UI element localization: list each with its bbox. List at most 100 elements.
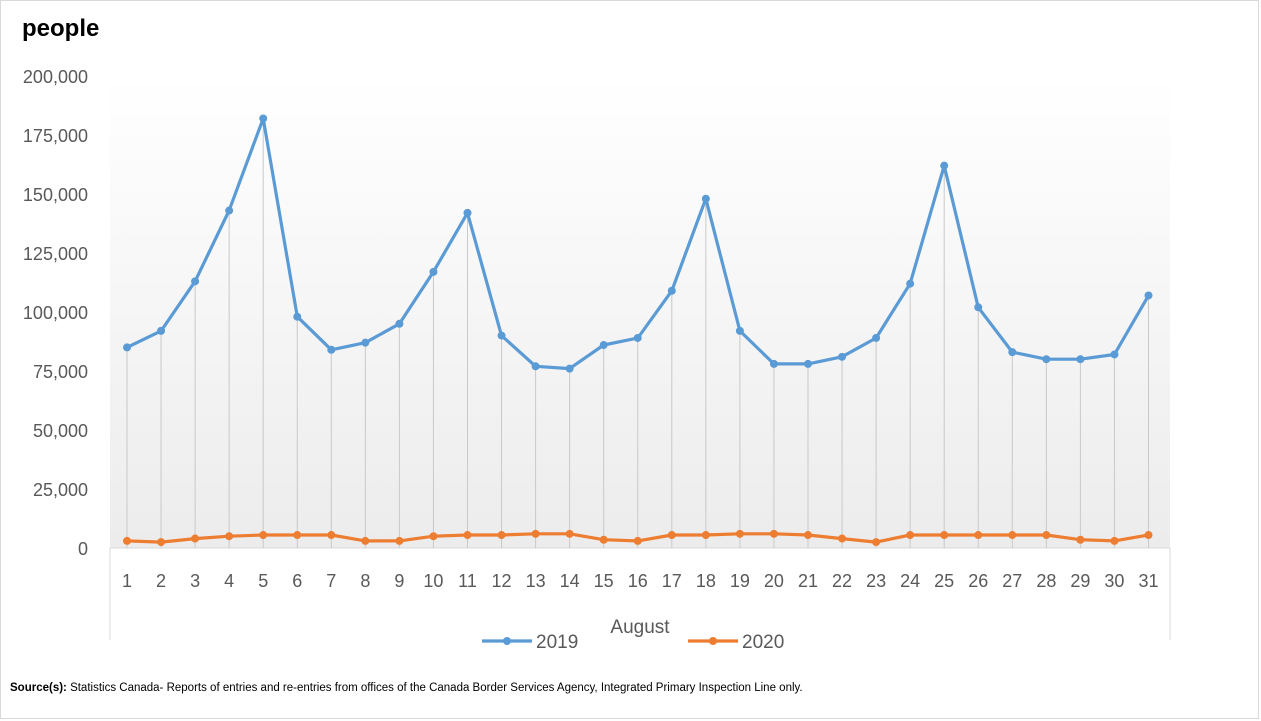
x-tick-label: 19 xyxy=(730,571,750,591)
data-point xyxy=(531,362,540,371)
data-point xyxy=(1144,531,1153,540)
data-point xyxy=(225,532,234,541)
data-point xyxy=(565,529,574,538)
series-2019 xyxy=(123,114,1153,373)
x-tick-label: 9 xyxy=(394,571,404,591)
data-point xyxy=(838,534,847,543)
y-tick-label: 75,000 xyxy=(33,362,88,382)
x-tick-label: 14 xyxy=(560,571,580,591)
data-point xyxy=(1008,348,1017,357)
x-tick-label: 10 xyxy=(423,571,443,591)
data-point xyxy=(463,531,472,540)
x-axis-title: August xyxy=(610,617,670,638)
data-point xyxy=(838,352,847,361)
data-point xyxy=(225,206,234,215)
x-tick-label: 6 xyxy=(292,571,302,591)
data-point xyxy=(633,536,642,545)
data-point xyxy=(599,535,608,544)
data-point xyxy=(395,319,404,328)
series-2020 xyxy=(123,529,1153,547)
y-tick-label: 25,000 xyxy=(33,480,88,500)
data-point xyxy=(974,303,983,312)
data-point xyxy=(633,333,642,342)
data-point xyxy=(906,531,915,540)
data-point xyxy=(667,531,676,540)
data-point xyxy=(769,529,778,538)
x-tick-label: 7 xyxy=(326,571,336,591)
x-tick-label: 17 xyxy=(662,571,682,591)
data-point xyxy=(191,277,200,286)
x-tick-label: 29 xyxy=(1070,571,1090,591)
data-point xyxy=(497,331,506,340)
data-point xyxy=(463,208,472,217)
x-tick-label: 26 xyxy=(968,571,988,591)
legend-swatch-marker xyxy=(709,637,717,645)
data-point xyxy=(940,531,949,540)
line-chart: 0 25,000 50,000 75,000 100,000 125,000 150,000… xyxy=(23,67,1171,653)
y-tick-label: 175,000 xyxy=(23,126,88,146)
y-tick-label: 100,000 xyxy=(23,303,88,323)
data-point xyxy=(259,114,268,123)
y-tick-label: 125,000 xyxy=(23,244,88,264)
data-point xyxy=(735,529,744,538)
x-tick-label: 30 xyxy=(1104,571,1124,591)
data-point xyxy=(1042,531,1051,540)
source-note: Source(s): Statistics Canada- Reports of… xyxy=(10,682,803,694)
data-point xyxy=(804,531,812,540)
y-tick-label: 150,000 xyxy=(23,185,88,205)
source-text: Statistics Canada- Reports of entries an… xyxy=(66,682,803,694)
legend: 2019 2020 xyxy=(482,632,784,653)
legend-swatch-marker xyxy=(503,637,511,645)
data-point xyxy=(327,345,336,354)
x-tick-label: 24 xyxy=(900,571,920,591)
x-tick-label: 12 xyxy=(492,571,512,591)
y-tick-label: 200,000 xyxy=(23,67,88,87)
data-point xyxy=(497,531,506,540)
data-point xyxy=(293,531,302,540)
data-point xyxy=(701,194,710,203)
plot-background xyxy=(110,76,1170,548)
data-point xyxy=(1042,355,1051,364)
unit-label: people xyxy=(22,15,100,42)
legend-label: 2020 xyxy=(742,632,784,653)
data-point xyxy=(974,531,983,540)
x-tick-label: 8 xyxy=(360,571,370,591)
data-point xyxy=(123,343,131,352)
data-point xyxy=(1076,355,1085,364)
data-point xyxy=(191,534,200,543)
y-tick-label: 0 xyxy=(78,539,88,559)
x-tick-label: 20 xyxy=(764,571,784,591)
data-point xyxy=(804,359,812,368)
data-point xyxy=(327,531,336,540)
data-point xyxy=(1110,350,1119,359)
data-point xyxy=(361,338,370,347)
x-tick-label: 11 xyxy=(458,571,477,591)
legend-label: 2019 xyxy=(536,632,578,653)
data-point xyxy=(1008,531,1017,540)
x-tick-label: 25 xyxy=(934,571,954,591)
data-point xyxy=(872,333,881,342)
data-point xyxy=(123,536,131,545)
data-point xyxy=(1076,535,1085,544)
data-point xyxy=(429,267,438,276)
data-point xyxy=(157,538,166,547)
data-point xyxy=(1110,536,1119,545)
data-point xyxy=(667,286,676,295)
x-tick-label: 31 xyxy=(1138,571,1158,591)
data-point xyxy=(565,364,574,373)
data-point xyxy=(259,531,268,540)
data-point xyxy=(293,312,302,321)
x-tick-label: 21 xyxy=(798,571,818,591)
data-point xyxy=(531,529,540,538)
data-point xyxy=(157,326,166,335)
y-tick-label: 50,000 xyxy=(33,421,88,441)
data-point xyxy=(701,531,710,540)
source-label: Source(s): xyxy=(10,682,67,694)
x-tick-label: 4 xyxy=(224,571,234,591)
x-tick-label: 15 xyxy=(594,571,614,591)
data-point xyxy=(872,538,881,547)
x-tick-label: 2 xyxy=(156,571,166,591)
x-tick-label: 23 xyxy=(866,571,886,591)
x-tick-label: 13 xyxy=(526,571,546,591)
